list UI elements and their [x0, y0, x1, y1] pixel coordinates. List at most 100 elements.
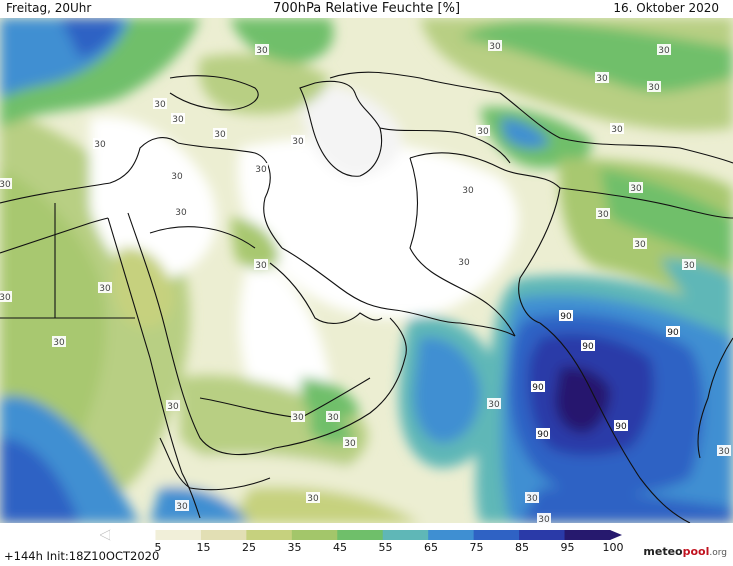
contour-label-30: 30	[171, 113, 185, 125]
svg-text:30: 30	[611, 125, 623, 135]
svg-text:30: 30	[477, 127, 489, 137]
contour-label-90: 90	[559, 310, 573, 322]
colorbar-label: 35	[287, 541, 302, 554]
colorbar	[100, 529, 622, 541]
svg-text:30: 30	[171, 172, 183, 182]
contour-labels-90: 90 90 90 90 90 90	[531, 310, 680, 440]
colorbar-label: 85	[515, 541, 529, 554]
svg-text:30: 30	[0, 180, 11, 190]
svg-text:30: 30	[214, 130, 226, 140]
svg-text:30: 30	[53, 338, 65, 348]
contour-label-30: 30	[326, 411, 340, 423]
svg-text:30: 30	[255, 261, 267, 271]
contour-label-30: 30	[596, 208, 610, 220]
contour-label-90: 90	[666, 326, 680, 338]
contour-label-30: 30	[537, 513, 551, 523]
contour-label-30: 30	[457, 256, 471, 268]
contour-label-30: 30	[254, 163, 268, 175]
colorbar-segment	[428, 530, 475, 540]
valid-date-label: 16. Oktober 2020	[613, 1, 719, 15]
humidity-field	[0, 18, 733, 523]
logo-text-2: pool	[682, 545, 710, 558]
contour-label-30: 30	[343, 437, 357, 449]
contour-label-30: 30	[525, 492, 539, 504]
svg-text:30: 30	[307, 494, 319, 504]
borders	[0, 71, 733, 523]
svg-text:30: 30	[634, 240, 646, 250]
contour-label-30: 30	[657, 44, 671, 56]
contour-label-30: 30	[174, 206, 188, 218]
svg-text:30: 30	[172, 115, 184, 125]
colorbar-label: 75	[469, 541, 484, 554]
svg-text:30: 30	[344, 439, 356, 449]
contour-label-30: 30	[291, 135, 305, 147]
colorbar-label: 65	[424, 541, 438, 554]
svg-text:30: 30	[526, 494, 538, 504]
colorbar-label: 15	[196, 541, 211, 554]
colorbar-segment	[473, 530, 520, 540]
svg-text:30: 30	[256, 46, 268, 56]
svg-text:30: 30	[0, 293, 11, 303]
colorbar-segment	[155, 530, 202, 540]
contour-label-30: 30	[717, 445, 731, 457]
contour-label-30: 30	[682, 259, 696, 271]
svg-text:30: 30	[175, 208, 187, 218]
contour-label-30: 30	[98, 282, 112, 294]
svg-text:30: 30	[489, 42, 501, 52]
colorbar-label: 45	[333, 541, 347, 554]
contour-label-90: 90	[531, 381, 545, 393]
colorbar-arrow-right	[610, 530, 622, 540]
contour-label-30: 30	[255, 44, 269, 56]
contour-label-30: 30	[306, 492, 320, 504]
contour-label-30: 30	[0, 291, 12, 303]
colorbar-segment	[519, 530, 566, 540]
contour-label-30: 30	[0, 178, 12, 190]
svg-text:90: 90	[532, 383, 544, 393]
svg-text:30: 30	[292, 413, 304, 423]
contour-label-30: 30	[52, 336, 66, 348]
svg-text:30: 30	[154, 100, 166, 110]
svg-text:30: 30	[99, 284, 111, 294]
contour-label-30: 30	[595, 72, 609, 84]
colorbar-label: 55	[378, 541, 393, 554]
svg-text:30: 30	[648, 83, 660, 93]
run-info: +144h Init:18Z10OCT2020	[4, 549, 160, 563]
contour-label-30: 30	[610, 123, 624, 135]
svg-text:30: 30	[488, 400, 500, 410]
contour-labels-30: 30 30 30 30 30 30 30 30 30 30 30 30 30 3…	[0, 40, 731, 523]
svg-text:30: 30	[176, 502, 188, 512]
humidity-map: 30 30 30 30 30 30 30 30 30 30 30 30 30 3…	[0, 18, 733, 523]
svg-text:90: 90	[582, 342, 594, 352]
svg-text:90: 90	[667, 328, 679, 338]
svg-text:30: 30	[683, 261, 695, 271]
svg-text:30: 30	[94, 140, 106, 150]
contour-label-30: 30	[153, 98, 167, 110]
contour-label-30: 30	[629, 182, 643, 194]
contour-label-30: 30	[254, 259, 268, 271]
colorbar-arrow-left	[100, 529, 111, 541]
valid-time-label: Freitag, 20Uhr	[6, 1, 92, 15]
svg-text:30: 30	[327, 413, 339, 423]
contour-label-30: 30	[93, 138, 107, 150]
contour-label-30: 30	[175, 500, 189, 512]
contour-label-30: 30	[647, 81, 661, 93]
colorbar-label: 100	[602, 541, 624, 554]
contour-label-30: 30	[166, 400, 180, 412]
logo-text-1: meteo	[643, 545, 683, 558]
svg-text:30: 30	[718, 447, 730, 457]
svg-text:30: 30	[255, 165, 267, 175]
svg-text:90: 90	[615, 422, 627, 432]
svg-text:30: 30	[658, 46, 670, 56]
contour-label-30: 30	[476, 125, 490, 137]
svg-text:90: 90	[537, 430, 549, 440]
colorbar-label: 95	[560, 541, 575, 554]
svg-text:30: 30	[292, 137, 304, 147]
svg-text:30: 30	[630, 184, 642, 194]
colorbar-segment	[564, 530, 611, 540]
colorbar-label: 5	[154, 541, 162, 554]
meteopool-logo[interactable]: meteopool.org	[643, 545, 727, 558]
svg-text:30: 30	[538, 515, 550, 523]
svg-text:30: 30	[597, 210, 609, 220]
colorbar-segment	[200, 530, 247, 540]
header-bar: Freitag, 20Uhr 700hPa Relative Feuchte […	[0, 0, 733, 18]
